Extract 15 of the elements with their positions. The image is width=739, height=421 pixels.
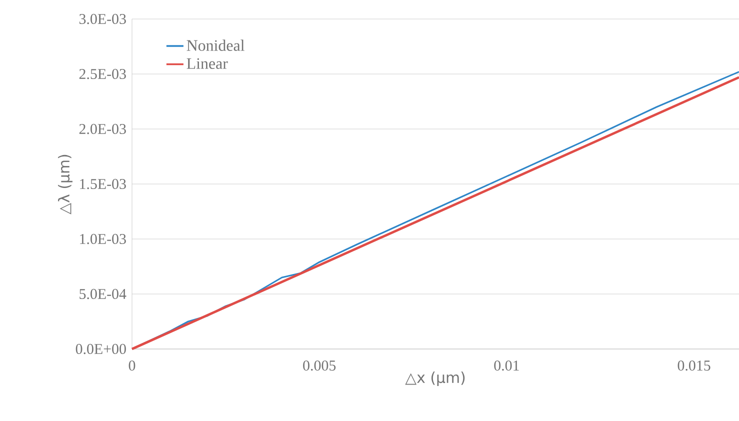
legend-label: Linear	[186, 58, 228, 69]
x-tick-label: 0.015	[678, 360, 710, 371]
x-axis-title: △x (μm)	[405, 372, 465, 386]
y-tick-label: 0.0E+00	[76, 344, 126, 354]
x-tick-label: 0.005	[303, 360, 336, 371]
y-tick-label: 3.0E-03	[79, 14, 126, 24]
y-tick-label: 2.5E-03	[79, 68, 126, 80]
y-tick-label: 5.0E-04	[80, 288, 126, 300]
x-tick-label: 0	[128, 360, 136, 371]
x-tick-label: 0.01	[494, 360, 519, 371]
y-tick-label: 2.0E-03	[79, 124, 126, 134]
y-axis-title: △λ (μm)	[58, 154, 72, 214]
legend-label: Nonideal	[186, 40, 244, 51]
y-tick-label: 1.5E-03	[80, 178, 126, 190]
y-tick-label: 1.0E-03	[80, 234, 126, 244]
